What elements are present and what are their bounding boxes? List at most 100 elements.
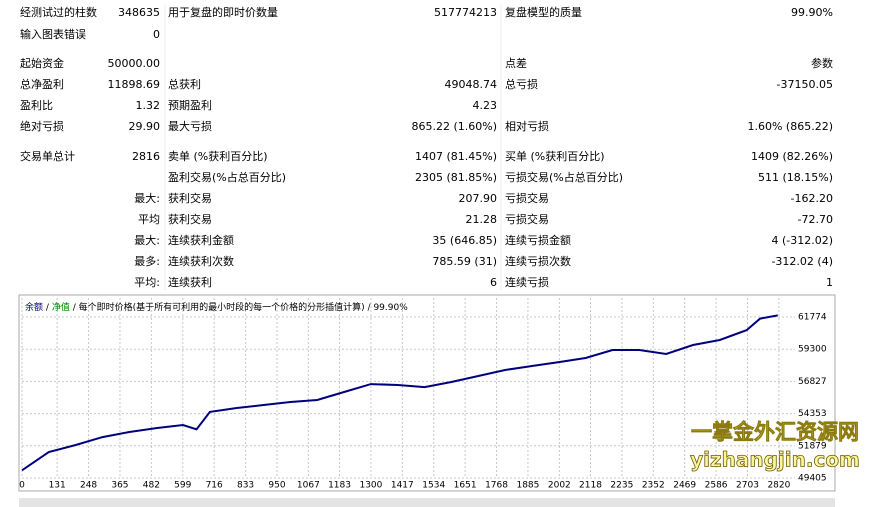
- balance-line: [21, 314, 778, 472]
- cell-value: 99.90%: [791, 6, 833, 19]
- cell-label: 点差: [505, 56, 527, 70]
- x-tick-label: 1651: [454, 481, 477, 491]
- x-tick-label: 2235: [610, 481, 633, 491]
- x-tick-label: 1067: [297, 481, 320, 491]
- x-tick-label: 482: [143, 481, 160, 491]
- cell-label: 连续亏损: [505, 275, 549, 289]
- cell-value: 35 (646.85): [432, 234, 497, 247]
- cell-value: 最多:: [134, 254, 160, 268]
- legend-note: 每个即时价格(基于所有可利用的最小时段的每一个价格的分形插值计算): [79, 301, 365, 313]
- cell-value: 11898.69: [108, 78, 161, 91]
- cell-value: 2816: [132, 150, 160, 163]
- x-tick-label: 2352: [642, 481, 665, 491]
- x-tick-label: 1417: [391, 481, 414, 491]
- cell-value: 207.90: [459, 192, 498, 205]
- cell-label: 起始资金: [20, 56, 64, 70]
- cell-value: 49048.74: [445, 78, 498, 91]
- cell-value: 最大:: [134, 233, 160, 247]
- x-tick-label: 365: [111, 481, 128, 491]
- cell-value: 1409 (82.26%): [751, 150, 833, 163]
- x-tick-label: 131: [49, 481, 66, 491]
- cell-label: 总亏损: [505, 77, 538, 91]
- legend-equity: 净值: [52, 301, 70, 313]
- cell-label: 总净盈利: [20, 77, 64, 91]
- cell-label: 连续获利次数: [168, 254, 234, 268]
- cell-value: 1407 (81.45%): [415, 150, 497, 163]
- legend: 余额 / 净值 / 每个即时价格(基于所有可利用的最小时段的每一个价格的分形插值…: [25, 301, 408, 313]
- chart-frame: [18, 294, 836, 492]
- cell-value: 6: [490, 276, 497, 289]
- cell-value: 2305 (81.85%): [415, 171, 497, 184]
- cell-value: 1: [826, 276, 833, 289]
- cell-label: 买单 (%获利百分比): [505, 150, 605, 163]
- y-tick-label: 49405: [798, 474, 827, 484]
- legend-separator: /: [46, 303, 50, 313]
- legend-separator: /: [73, 303, 77, 313]
- x-tick-label: 1300: [359, 481, 382, 491]
- cell-value: 511 (18.15%): [758, 171, 833, 184]
- cell-value: 4.23: [473, 99, 498, 112]
- cell-label: 复盘模型的质量: [505, 5, 582, 19]
- cell-label: 最大亏损: [168, 119, 212, 133]
- cell-value: 348635: [118, 6, 160, 19]
- x-tick-label: 2002: [548, 481, 571, 491]
- y-tick-label: 51879: [798, 441, 827, 451]
- cell-value: 1.60% (865.22): [747, 120, 833, 133]
- cell-label: 预期盈利: [168, 99, 212, 112]
- cell-value: -162.20: [791, 192, 833, 205]
- y-tick-label: 61774: [798, 312, 827, 322]
- cell-value: -312.02 (4): [771, 255, 833, 268]
- cell-value: 4 (-312.02): [771, 234, 833, 247]
- cell-value: 785.59 (31): [432, 255, 497, 268]
- list-header: [19, 498, 835, 507]
- cell-value: 平均:: [134, 276, 160, 289]
- x-tick-label: 2469: [673, 481, 696, 491]
- cell-label: 获利交易: [168, 212, 212, 226]
- legend-separator: /: [368, 303, 372, 313]
- x-tick-label: 716: [206, 481, 223, 491]
- cell-value: 21.28: [466, 213, 498, 226]
- x-tick-label: 2586: [705, 481, 728, 491]
- cell-label: 交易单总计: [20, 149, 75, 163]
- cell-label: 获利交易: [168, 191, 212, 205]
- y-tick-label: 56827: [798, 377, 827, 387]
- cell-label: 盈利比: [20, 99, 53, 112]
- cell-label: 连续亏损金额: [505, 233, 571, 247]
- cell-value: 50000.00: [108, 57, 161, 70]
- cell-value: 0: [153, 28, 160, 41]
- cell-value: 29.90: [129, 120, 161, 133]
- cell-label: 总获利: [168, 77, 201, 91]
- legend-balance: 余额: [25, 301, 43, 313]
- x-tick-label: 1768: [485, 481, 508, 491]
- cell-label: 亏损交易: [505, 212, 549, 226]
- cell-value: 517774213: [434, 6, 497, 19]
- cell-label: 盈利交易(%占总百分比): [168, 170, 286, 184]
- x-tick-label: 2820: [767, 481, 790, 491]
- watermark-title: 一掌金外汇资源网: [691, 420, 859, 444]
- y-tick-label: 59300: [798, 345, 827, 355]
- cell-value: 865.22 (1.60%): [411, 120, 497, 133]
- cell-label: 用于复盘的即时价数量: [168, 5, 278, 19]
- cell-value: 最大:: [134, 191, 160, 205]
- cell-value: 参数: [811, 56, 833, 70]
- x-tick-label: 1183: [328, 481, 351, 491]
- cell-label: 相对亏损: [505, 119, 549, 133]
- cell-label: 经测试过的柱数: [20, 5, 97, 19]
- cell-label: 卖单 (%获利百分比): [168, 150, 268, 163]
- cell-label: 亏损交易(%占总百分比): [505, 170, 623, 184]
- x-tick-label: 833: [237, 481, 254, 491]
- x-tick-label: 2118: [579, 481, 602, 491]
- cell-value: 平均: [138, 213, 160, 226]
- cell-label: 绝对亏损: [20, 119, 64, 133]
- x-tick-label: 0: [19, 481, 25, 491]
- cell-label: 连续获利金额: [168, 233, 234, 247]
- y-tick-label: 54353: [798, 409, 827, 419]
- x-tick-label: 248: [80, 481, 97, 491]
- cell-value: 1.32: [136, 99, 161, 112]
- cell-label: 连续亏损次数: [505, 254, 571, 268]
- cell-value: -72.70: [798, 213, 833, 226]
- x-tick-label: 2703: [736, 481, 759, 491]
- watermark-url: yizhangjin.com: [690, 448, 860, 472]
